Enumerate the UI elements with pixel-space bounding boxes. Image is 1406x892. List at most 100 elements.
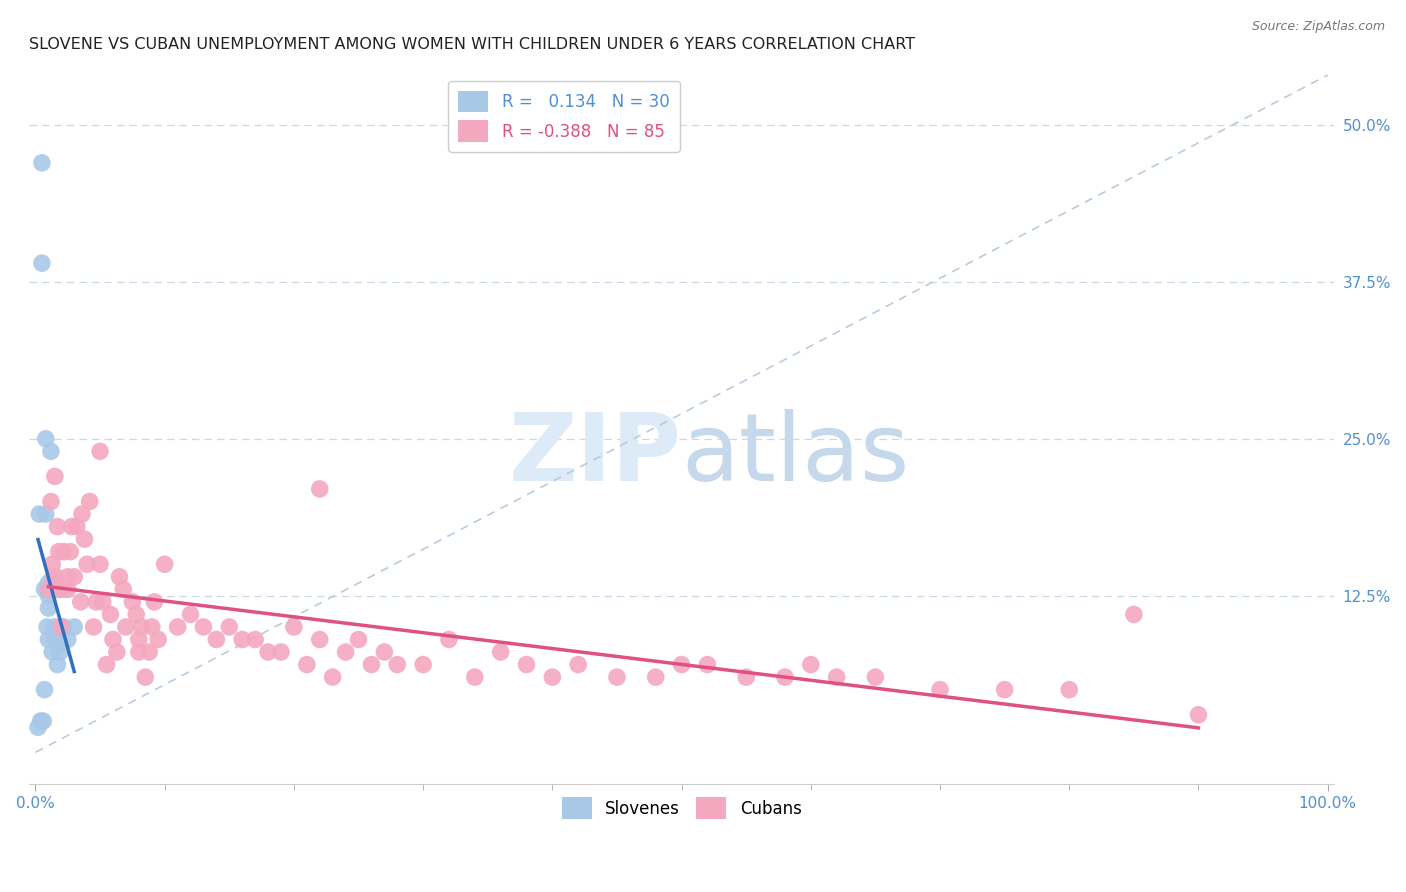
Point <box>735 670 758 684</box>
Point <box>464 670 486 684</box>
Legend: Slovenes, Cubans: Slovenes, Cubans <box>555 790 808 825</box>
Point <box>696 657 718 672</box>
Point <box>66 519 89 533</box>
Point <box>218 620 240 634</box>
Point <box>180 607 202 622</box>
Point <box>73 532 96 546</box>
Point <box>412 657 434 672</box>
Point <box>360 657 382 672</box>
Point <box>27 720 49 734</box>
Point <box>60 519 83 533</box>
Point <box>79 494 101 508</box>
Point <box>112 582 135 597</box>
Point <box>44 469 66 483</box>
Point <box>31 156 53 170</box>
Point <box>128 645 150 659</box>
Point <box>41 558 63 572</box>
Point <box>41 645 63 659</box>
Point <box>49 582 72 597</box>
Point <box>131 620 153 634</box>
Point <box>243 632 266 647</box>
Point <box>42 570 65 584</box>
Point <box>96 657 118 672</box>
Point <box>48 544 70 558</box>
Point <box>59 544 82 558</box>
Point <box>91 595 114 609</box>
Point <box>270 645 292 659</box>
Point <box>51 620 73 634</box>
Text: Source: ZipAtlas.com: Source: ZipAtlas.com <box>1251 20 1385 33</box>
Point <box>644 670 666 684</box>
Point <box>141 620 163 634</box>
Point <box>308 482 330 496</box>
Point <box>205 632 228 647</box>
Point <box>69 595 91 609</box>
Point <box>1187 707 1209 722</box>
Point <box>45 626 67 640</box>
Point <box>35 432 58 446</box>
Point <box>52 620 75 634</box>
Point <box>39 494 62 508</box>
Point <box>63 620 86 634</box>
Point <box>100 607 122 622</box>
Point <box>51 620 73 634</box>
Point <box>35 620 58 634</box>
Point <box>541 670 564 684</box>
Point <box>671 657 693 672</box>
Point <box>37 632 59 647</box>
Point <box>46 657 69 672</box>
Point <box>347 632 370 647</box>
Point <box>800 657 823 672</box>
Text: SLOVENE VS CUBAN UNEMPLOYMENT AMONG WOMEN WITH CHILDREN UNDER 6 YEARS CORRELATIO: SLOVENE VS CUBAN UNEMPLOYMENT AMONG WOME… <box>30 37 915 53</box>
Point <box>105 645 128 659</box>
Point <box>773 670 796 684</box>
Point <box>35 507 58 521</box>
Point <box>31 256 53 270</box>
Point <box>37 582 59 597</box>
Point <box>153 558 176 572</box>
Point <box>257 645 280 659</box>
Point <box>515 657 537 672</box>
Point <box>39 582 62 597</box>
Point <box>295 657 318 672</box>
Point <box>46 519 69 533</box>
Point <box>437 632 460 647</box>
Point <box>166 620 188 634</box>
Point <box>865 670 887 684</box>
Point <box>231 632 253 647</box>
Point <box>28 507 51 521</box>
Point <box>125 607 148 622</box>
Point <box>56 582 79 597</box>
Point <box>34 582 56 597</box>
Point <box>84 595 107 609</box>
Point <box>48 639 70 653</box>
Point <box>101 632 124 647</box>
Point <box>373 645 395 659</box>
Point <box>56 570 79 584</box>
Point <box>489 645 512 659</box>
Point <box>34 682 56 697</box>
Point <box>45 570 67 584</box>
Point <box>37 589 59 603</box>
Point <box>115 620 138 634</box>
Point <box>825 670 848 684</box>
Point <box>49 645 72 659</box>
Point <box>37 576 59 591</box>
Point <box>308 632 330 647</box>
Point <box>1057 682 1080 697</box>
Point <box>606 670 628 684</box>
Point <box>283 620 305 634</box>
Point <box>387 657 409 672</box>
Point <box>52 582 75 597</box>
Point <box>567 657 589 672</box>
Point <box>128 632 150 647</box>
Point <box>52 544 75 558</box>
Point <box>1122 607 1144 622</box>
Text: atlas: atlas <box>682 409 910 500</box>
Point <box>193 620 215 634</box>
Point <box>148 632 170 647</box>
Point <box>108 570 131 584</box>
Point <box>134 670 156 684</box>
Point <box>63 570 86 584</box>
Point <box>39 444 62 458</box>
